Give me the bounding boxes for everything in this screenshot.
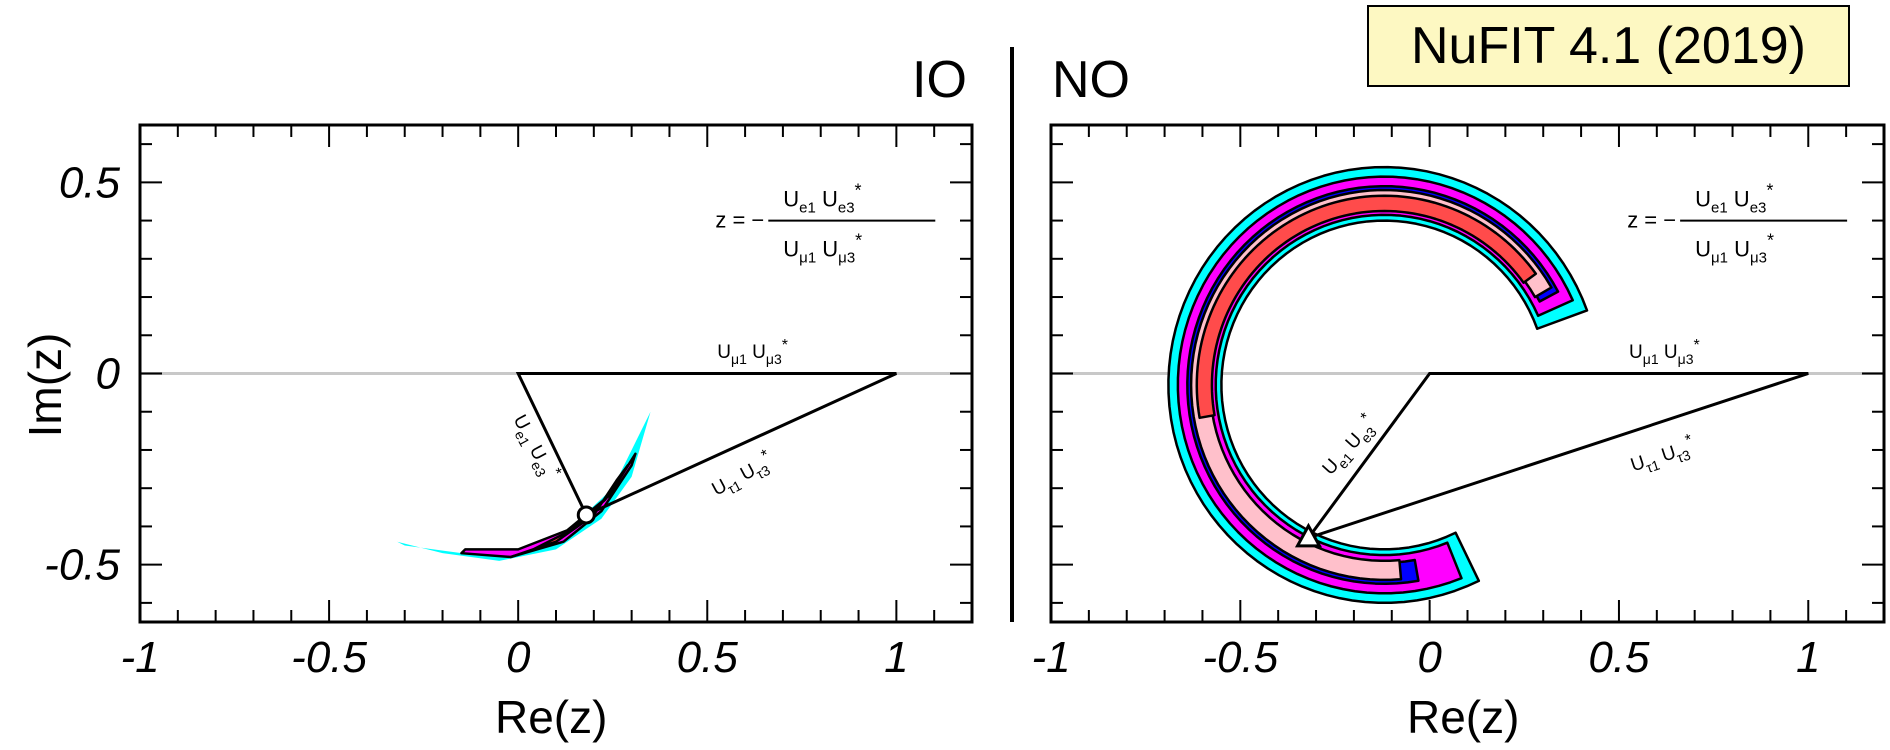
io-y-tick-label: 0 (96, 350, 121, 399)
no-x-tick-label: -1 (1031, 633, 1070, 682)
no-ordering-label: NO (1052, 51, 1130, 109)
no-formula-lhs: z = − (1627, 208, 1676, 233)
no-crescent-band-0 (1167, 165, 1589, 605)
io-panel: Uμ1 Uμ3*Ue1 Ue3*Uτ1 Uτ3*z = −Ue1 Ue3*Uμ1… (44, 123, 974, 682)
io-y-tick-label: 0.5 (59, 158, 121, 207)
no-label-left: Ue1 Ue3* (1315, 410, 1384, 482)
no-panel: Uμ1 Uμ3* Ue1 Ue3* Uτ1 Uτ3* z = − Ue1 Ue3* Uμ1… (1031, 123, 1886, 682)
io-x-tick-label: -1 (120, 633, 159, 682)
y-axis-title: Im(z) (19, 332, 71, 438)
no-x-tick-label: 0.5 (1588, 633, 1650, 682)
io-label-left: Ue1 Ue3* (505, 409, 564, 485)
no-x-axis-title: Re(z) (1407, 691, 1520, 743)
io-best-fit-marker (576, 505, 596, 525)
io-y-tick-label: -0.5 (44, 541, 120, 590)
ordering-divider (1010, 47, 1014, 622)
no-x-tick-label: -0.5 (1202, 633, 1278, 682)
io-formula-lhs: z = − (715, 208, 764, 233)
no-formula-denominator: Uμ1 Uμ3* (1695, 231, 1774, 267)
nufit-version-badge: NuFIT 4.1 (2019) (1367, 5, 1850, 87)
io-x-axis-title: Re(z) (495, 691, 608, 743)
io-x-tick-label: 0.5 (677, 633, 739, 682)
io-ordering-label: IO (912, 51, 967, 109)
no-crescent-band-4 (1195, 194, 1538, 420)
no-best-fit-marker (1294, 522, 1323, 548)
io-plot-area (140, 372, 972, 561)
no-x-tick-label: 1 (1796, 633, 1820, 682)
no-label-right: Uτ1 Uτ3* (1627, 431, 1699, 480)
io-unitarity-triangle (515, 372, 897, 517)
no-x-tick-label: 0 (1417, 633, 1442, 682)
io-x-tick-label: -0.5 (291, 633, 367, 682)
io-region-2 (509, 464, 630, 559)
no-formula-numerator: Ue1 Ue3* (1695, 181, 1773, 217)
io-formula-denominator: Uμ1 Uμ3* (783, 231, 862, 267)
no-label-base: Uμ1 Uμ3* (1629, 337, 1700, 367)
no-unitarity-triangle (1304, 372, 1809, 541)
io-formula-numerator: Ue1 Ue3* (783, 181, 861, 217)
io-label-base: Uμ1 Uμ3* (717, 337, 788, 367)
io-x-tick-label: 1 (884, 633, 908, 682)
io-x-tick-label: 0 (506, 633, 531, 682)
no-plot-area (1051, 165, 1884, 605)
no-crescent-band-1 (1176, 175, 1574, 595)
